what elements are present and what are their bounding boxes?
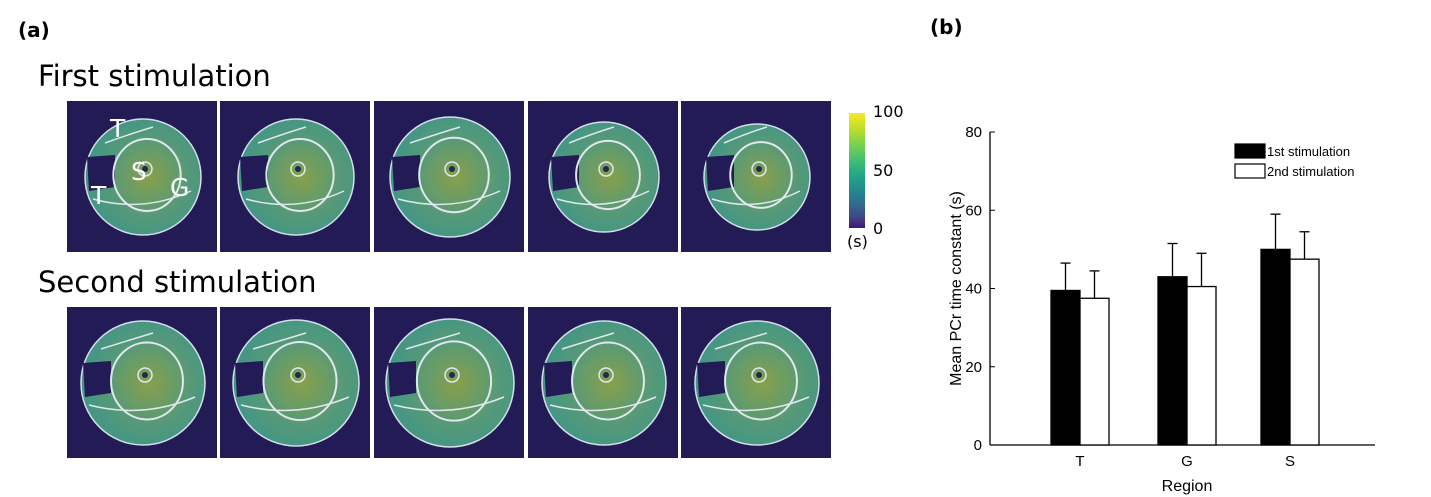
x-tick-label: T (1075, 453, 1084, 470)
y-tick-label: 0 (974, 437, 982, 454)
y-tick-label: 80 (965, 124, 982, 141)
colorbar-tick-min: 0 (873, 219, 884, 238)
mri-image (681, 101, 831, 252)
x-tick-label: G (1181, 453, 1193, 470)
legend-swatch-1 (1234, 143, 1266, 159)
bar-second-stimulation-s (1289, 258, 1320, 446)
panel-a-label: (a) (18, 18, 50, 42)
bar-first-stimulation-s (1260, 248, 1291, 446)
first-stimulation-title: First stimulation (38, 59, 271, 93)
colorbar-tick-mid: 50 (873, 161, 894, 180)
colorbar-tick-max: 100 (873, 102, 904, 121)
mri-image (374, 307, 524, 458)
y-tick-label: 60 (965, 202, 982, 219)
panel-b-label: (b) (930, 15, 963, 39)
legend-swatch-2 (1234, 163, 1266, 179)
mri-image (220, 307, 370, 458)
mri-image (67, 307, 217, 458)
bar-second-stimulation-t (1079, 297, 1110, 446)
mri-image (67, 101, 217, 252)
mri-image (528, 101, 678, 252)
region-label-t-top: T (110, 114, 126, 143)
region-label-s: S (131, 157, 147, 186)
x-tick-label: S (1285, 453, 1295, 470)
bar-chart: 0 20 40 60 80 T G S Region Mean PCr time constant… (948, 124, 1375, 495)
region-label-t-bottom: T (91, 181, 107, 210)
second-stimulation-title: Second stimulation (38, 265, 317, 299)
legend-label-2: 2nd stimulation (1267, 164, 1354, 179)
x-axis-label: Region (1162, 478, 1213, 495)
region-label-g: G (170, 173, 190, 202)
bar-first-stimulation-g (1157, 276, 1188, 446)
y-axis-label: Mean PCr time constant (s) (948, 191, 965, 386)
mri-image (374, 101, 524, 252)
mri-image (528, 307, 678, 458)
y-tick-label: 40 (965, 281, 982, 298)
colorbar-gradient (849, 113, 865, 228)
bar-first-stimulation-t (1050, 289, 1081, 446)
bar-second-stimulation-g (1186, 285, 1217, 446)
legend-label-1: 1st stimulation (1267, 144, 1350, 159)
mri-image (220, 101, 370, 252)
y-tick-label: 20 (965, 359, 982, 376)
mri-image (681, 307, 831, 458)
colorbar-unit: (s) (847, 232, 868, 251)
